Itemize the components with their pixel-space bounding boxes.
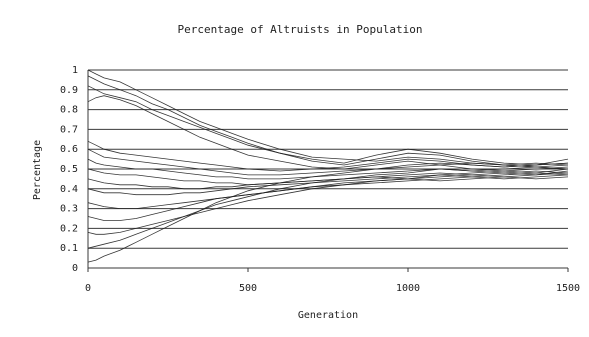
x-axis-label: Generation — [298, 310, 358, 321]
gridlines — [88, 69, 568, 269]
y-tick-label: 0.7 — [60, 124, 78, 135]
series-line-9 — [87, 176, 569, 190]
series-line-12 — [87, 170, 569, 221]
y-tick-label: 0.4 — [60, 184, 78, 195]
series-line-14 — [87, 164, 569, 249]
series-line-4 — [87, 95, 569, 172]
y-tick-labels: 0 0.1 0.2 0.3 0.4 0.5 0.6 0.7 0.8 0.9 1 — [60, 65, 78, 274]
axes — [87, 70, 569, 272]
y-tick-label: 0.6 — [60, 144, 78, 155]
y-tick-label: 0 — [72, 263, 78, 274]
y-tick-label: 0.5 — [60, 164, 78, 175]
x-tick-label: 500 — [239, 283, 257, 294]
series-line-13 — [87, 168, 569, 235]
series-line-1 — [87, 69, 569, 170]
y-tick-label: 1 — [72, 65, 78, 76]
series-lines — [87, 69, 569, 263]
x-tick-label: 0 — [85, 283, 91, 294]
y-tick-label: 0.2 — [60, 223, 78, 234]
y-axis-label: Percentage — [32, 140, 43, 200]
x-tick-label: 1500 — [556, 283, 580, 294]
y-tick-label: 0.1 — [60, 243, 78, 254]
x-tick-labels: 0 500 1000 1500 — [85, 283, 580, 294]
y-tick-label: 0.8 — [60, 105, 78, 116]
series-line-2 — [87, 75, 569, 166]
y-tick-label: 0.3 — [60, 204, 78, 215]
y-tick-label: 0.9 — [60, 85, 78, 96]
x-tick-label: 1000 — [396, 283, 420, 294]
series-line-3 — [87, 85, 569, 166]
series-line-5 — [87, 140, 569, 172]
chart-title: Percentage of Altruists in Population — [177, 23, 422, 36]
series-line-15 — [87, 162, 569, 263]
